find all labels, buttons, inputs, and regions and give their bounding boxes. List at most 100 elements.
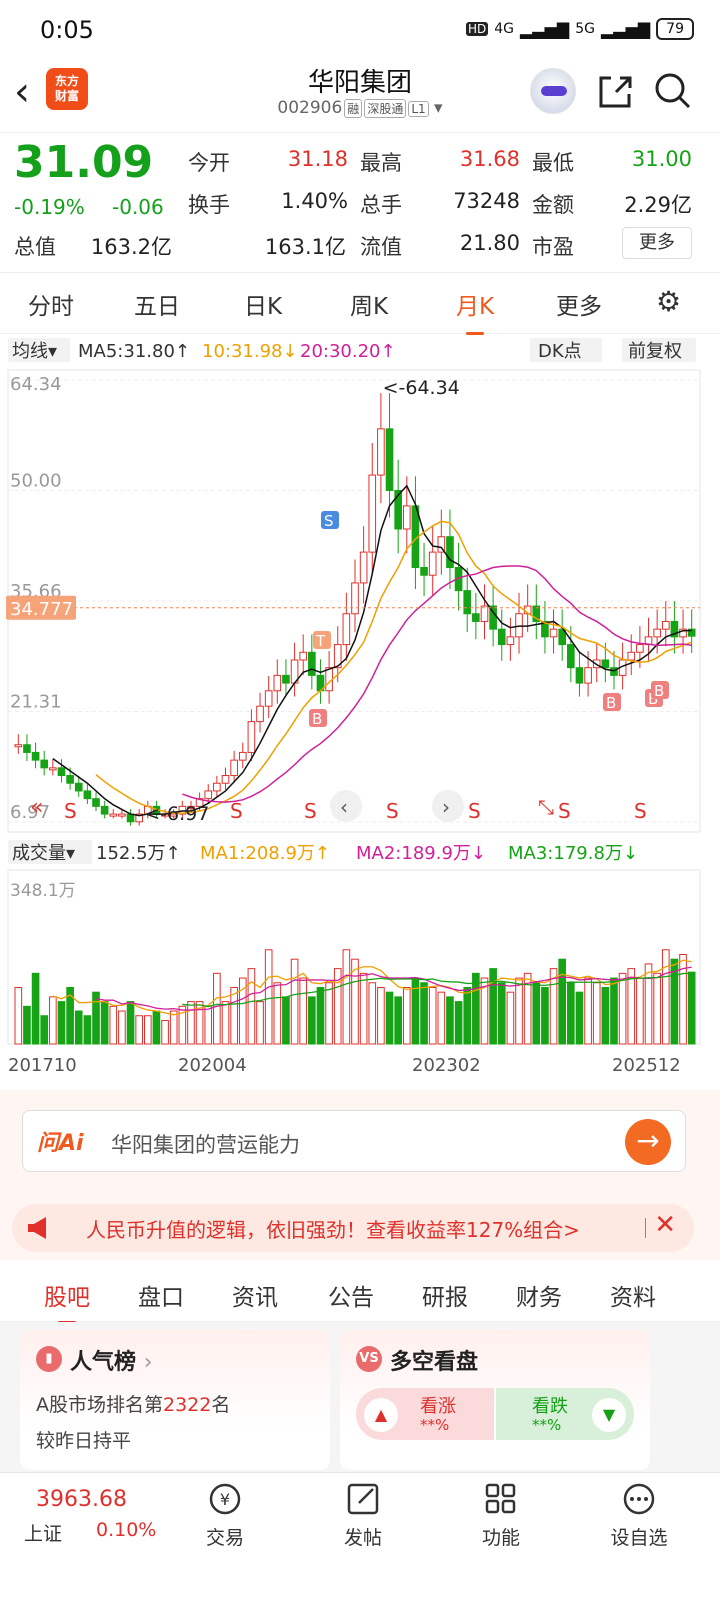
candle	[532, 605, 541, 622]
quote-label: 换手	[188, 193, 230, 217]
tab-period[interactable]: 日K	[244, 294, 283, 320]
subtab[interactable]: 资讯	[232, 1285, 278, 1311]
volume-bar	[49, 996, 57, 1045]
quote-value: 163.2亿	[90, 235, 172, 259]
y-tick: 6.97	[10, 802, 50, 823]
volume-bar	[152, 1010, 161, 1045]
share-icon[interactable]	[596, 72, 634, 110]
nav-function[interactable]: 功能	[456, 1481, 546, 1550]
volume-bar	[420, 982, 428, 1045]
tab-period[interactable]: 更多	[556, 294, 602, 320]
index-name: 上证	[24, 1523, 63, 1545]
bear-button[interactable]: 看跌 **% ▼	[496, 1388, 634, 1440]
subtab[interactable]: 研报	[422, 1285, 468, 1311]
candle	[506, 636, 515, 646]
volume-bar	[679, 953, 687, 1045]
volume-bar	[247, 968, 256, 1045]
volume-bar	[238, 977, 247, 1045]
volume-bar	[506, 991, 515, 1045]
volume-bar	[592, 982, 601, 1045]
top-bar: ‹ 东方 财富 华阳集团 002906 融深股通 L1 ▾	[0, 60, 720, 130]
stock-code-row[interactable]: 002906 融深股通 L1 ▾	[277, 98, 443, 118]
nav-trade[interactable]: ¥ 交易	[180, 1481, 270, 1550]
tab-period[interactable]: 五日	[134, 294, 180, 320]
connect-tag: 深股通	[364, 99, 407, 118]
candle	[402, 505, 411, 530]
quote-value: 31.18	[287, 147, 348, 171]
arrow-right-icon[interactable]: →	[625, 1119, 671, 1165]
candle	[687, 628, 696, 637]
margin-tag: 融	[344, 99, 363, 118]
signal-text: B	[654, 682, 664, 700]
volume-bar	[402, 986, 411, 1045]
ai-search-box[interactable]: 问Ai 华阳集团的营运能力 →	[22, 1110, 686, 1172]
y-tick: 21.31	[10, 692, 62, 713]
signal-text: B	[648, 690, 658, 708]
volume-bar	[618, 972, 627, 1045]
volume-bar	[118, 1010, 126, 1045]
rank-change: 较昨日持平	[36, 1430, 132, 1452]
search-icon[interactable]	[652, 70, 692, 110]
kline-chart[interactable]: 均线▾ MA5:31.80↑ 10:31.98↓ 20:30.20↑ DK点 前复权 64.…	[0, 334, 720, 1094]
megaphone-icon	[28, 1217, 46, 1239]
status-time: 0:05	[40, 16, 94, 44]
signal-4g-icon: 4G	[494, 21, 514, 37]
candle	[575, 667, 584, 684]
back-icon[interactable]: ‹	[14, 69, 30, 115]
chevron-left-icon: ‹	[340, 795, 348, 819]
signal-s: S	[468, 799, 481, 823]
x-tick: 202004	[178, 1055, 247, 1076]
vol-ma2: MA2:189.9万↓	[356, 843, 486, 864]
ai-placeholder: 华阳集团的营运能力	[111, 1133, 300, 1157]
volume-bar	[256, 1001, 264, 1045]
candle	[463, 590, 472, 615]
x-tick: 201710	[8, 1055, 77, 1076]
volume-bar	[325, 982, 333, 1045]
settings-gear-icon[interactable]: ⚙	[656, 285, 682, 318]
app-logo[interactable]: 东方 财富	[46, 68, 88, 110]
stock-name[interactable]: 华阳集团	[307, 68, 412, 98]
index-value[interactable]: 3963.68	[36, 1487, 127, 1512]
high-note: <-64.34	[383, 377, 460, 399]
subtab[interactable]: 股吧	[44, 1278, 90, 1324]
bull-button[interactable]: ▲ 看涨 **%	[356, 1388, 494, 1440]
subtab[interactable]: 盘口	[138, 1285, 184, 1311]
more-button[interactable]: 更多	[622, 227, 692, 259]
volume-bar	[126, 1001, 135, 1045]
low-note: <-6.97	[144, 803, 209, 825]
promo-text: 人民币升值的逻辑，依旧强劲！查看收益率127%组合>	[86, 1218, 580, 1242]
tab-period[interactable]: 周K	[350, 294, 389, 320]
close-icon[interactable]: ✕	[654, 1210, 676, 1240]
volume-bar	[264, 949, 273, 1045]
signal-text: B	[312, 710, 322, 728]
volume-ma-line	[95, 966, 692, 1011]
candle	[23, 744, 31, 753]
ma-line	[182, 565, 692, 803]
nav-watchlist[interactable]: 设自选	[594, 1481, 684, 1550]
volume-bar	[472, 972, 480, 1045]
nav-post[interactable]: 发帖	[318, 1481, 408, 1550]
volume-bar	[454, 1001, 463, 1045]
popularity-card[interactable]: ▮ 人气榜 › A股市场排名第2322名 较昨日持平	[20, 1330, 330, 1470]
subtab[interactable]: 财务	[516, 1285, 562, 1311]
tab-period[interactable]: 分时	[28, 294, 74, 320]
volume-bar	[92, 991, 100, 1045]
candle	[40, 759, 49, 769]
subtab[interactable]: 资料	[610, 1285, 656, 1311]
volume-bar	[135, 1015, 143, 1045]
dk-button	[530, 338, 602, 362]
volume-value: 152.5万↑	[96, 843, 181, 864]
grid-icon	[485, 1483, 516, 1514]
signal-s: S	[230, 799, 243, 823]
x-tick: 202512	[612, 1055, 681, 1076]
quote-value: 31.00	[631, 147, 692, 171]
assistant-avatar-icon[interactable]	[530, 68, 576, 114]
bull-bear-card[interactable]: VS 多空看盘 ▲ 看涨 **% 看跌 **% ▼	[340, 1330, 650, 1470]
tab-period[interactable]: 月K	[456, 287, 494, 335]
ma10-label: 10:31.98↓	[202, 341, 298, 362]
subtab[interactable]: 公告	[328, 1285, 374, 1311]
candle	[497, 628, 506, 646]
candle	[247, 721, 256, 753]
promo-banner[interactable]: 人民币升值的逻辑，依旧强劲！查看收益率127%组合> ✕	[12, 1204, 694, 1252]
volume-bar	[308, 996, 316, 1045]
